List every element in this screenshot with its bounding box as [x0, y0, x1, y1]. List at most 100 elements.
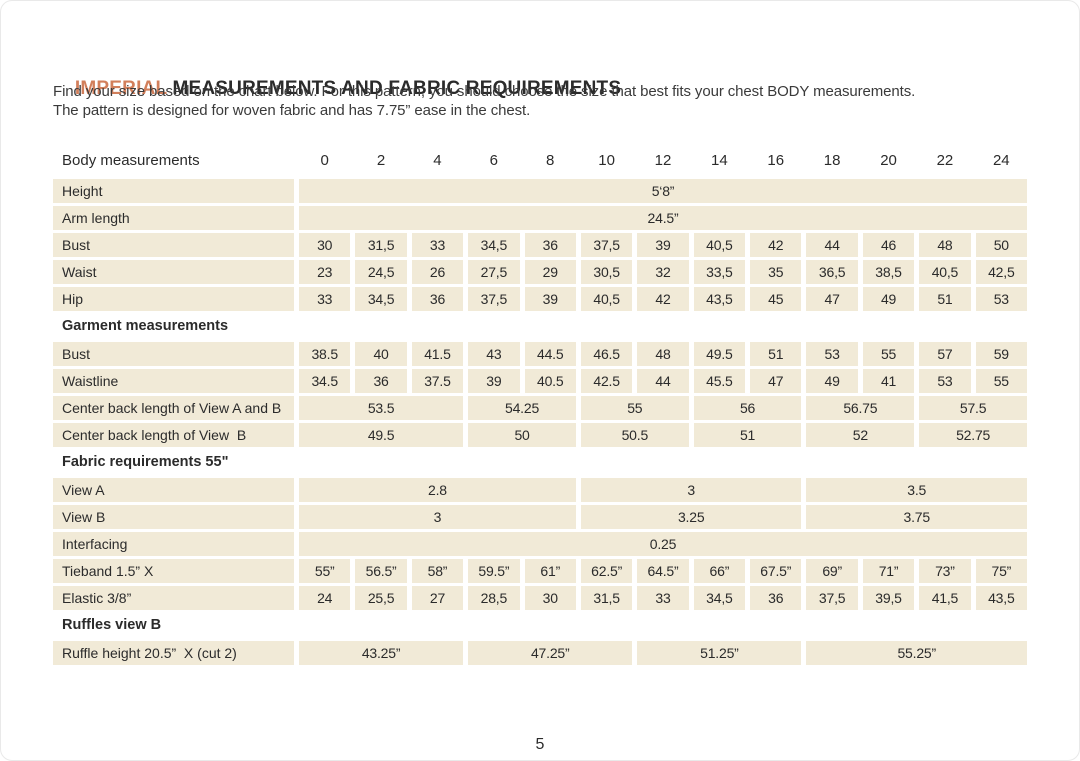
value-cell: 56.75	[806, 396, 915, 420]
page-title: IMPERIAL MEASUREMENTS AND FABRIC REQUIRE…	[53, 56, 621, 122]
value-cell: 51.25”	[637, 641, 802, 665]
size-column-header: 8	[546, 152, 555, 169]
value-cell: 3.75	[806, 505, 1027, 529]
table-row: Ruffle height 20.5” X (cut 2) 43.25” 47.25…	[53, 641, 1027, 665]
value-cell: 45	[750, 287, 802, 311]
table-row: Center back length of View B 49.5 50 50.5 51…	[53, 423, 1027, 447]
value-cell: 61”	[524, 559, 576, 583]
value-cell: 37,5	[468, 287, 520, 311]
value-cell: 31,5	[580, 586, 633, 610]
value-cell: 51	[919, 287, 971, 311]
value-cell: 3.5	[806, 478, 1027, 502]
value-cell: 53	[806, 342, 858, 366]
value-cell: 33	[411, 233, 464, 257]
value-cell: 24.5”	[299, 206, 1027, 230]
value-cell: 59	[975, 342, 1027, 366]
value-cell: 53	[919, 369, 971, 393]
value-cell: 47	[806, 287, 858, 311]
section-label: Garment measurements	[62, 318, 229, 334]
value-cell: 30,5	[580, 260, 633, 284]
value-cell: 50	[468, 423, 576, 447]
value-cell: 51	[750, 342, 802, 366]
size-column-header: 24	[992, 152, 1010, 169]
value-cell: 36	[524, 233, 576, 257]
value-cell: 50.5	[580, 423, 689, 447]
value-cell: 36	[355, 369, 407, 393]
value-cell: 59.5”	[468, 559, 520, 583]
value-cell: 35	[750, 260, 802, 284]
row-label: Bust	[53, 342, 294, 366]
value-cell: 52	[806, 423, 915, 447]
row-label: Center back length of View B	[53, 423, 294, 447]
value-cell: 39,5	[862, 586, 915, 610]
value-cell: 48	[637, 342, 689, 366]
value-cell: 57	[919, 342, 971, 366]
intro-line-1: Find your size based on the chart below.…	[53, 83, 916, 100]
row-label: Hip	[53, 287, 294, 311]
table-row: View A 2.8 3 3.5	[53, 478, 1027, 502]
value-cell: 34,5	[355, 287, 407, 311]
table-row: Waist 23 24,5 26 27,5 29 30,5 32 33,5 35 36,5 38,5 4…	[53, 260, 1027, 284]
value-cell: 42	[750, 233, 802, 257]
value-cell: 37,5	[806, 586, 858, 610]
value-cell: 62.5”	[580, 559, 633, 583]
table-row: Center back length of View A and B 53.5 54…	[53, 396, 1027, 420]
value-cell: 2.8	[299, 478, 576, 502]
value-cell: 43,5	[975, 586, 1027, 610]
value-cell: 41.5	[411, 342, 464, 366]
value-cell: 46	[862, 233, 915, 257]
value-cell: 36	[411, 287, 464, 311]
value-cell: 56.5”	[355, 559, 407, 583]
value-cell: 27	[411, 586, 464, 610]
row-label: View A	[53, 478, 294, 502]
value-cell: 36	[750, 586, 802, 610]
size-column-header: 22	[936, 152, 954, 169]
page-number: 5	[535, 736, 545, 753]
value-cell: 33	[299, 287, 351, 311]
table-row: Height 5‘8”	[53, 179, 1027, 203]
value-cell: 40,5	[693, 233, 746, 257]
value-cell: 29	[524, 260, 576, 284]
value-cell: 45.5	[693, 369, 746, 393]
value-cell: 55	[975, 369, 1027, 393]
table-row: Hip 33 34,5 36 37,5 39 40,5 42 43,5 45 47 49 51 53	[53, 287, 1027, 311]
value-cell: 26	[411, 260, 464, 284]
value-cell: 37.5	[411, 369, 464, 393]
title-rest: MEASUREMENTS AND FABRIC REQUIREMENTS	[166, 78, 622, 99]
value-cell: 40	[355, 342, 407, 366]
value-cell: 47	[750, 369, 802, 393]
section-label: Fabric requirements 55"	[62, 454, 229, 470]
section-header-row: Ruffles view B	[53, 615, 1027, 635]
value-cell: 38.5	[299, 342, 351, 366]
value-cell: 41,5	[919, 586, 971, 610]
section-header-row: Fabric requirements 55"	[53, 452, 1027, 472]
table-row: Waistline 34.5 36 37.5 39 40.5 42.5 44 45.5 47 49 4…	[53, 369, 1027, 393]
value-cell: 71”	[862, 559, 915, 583]
value-cell: 40,5	[580, 287, 633, 311]
value-cell: 53	[975, 287, 1027, 311]
value-cell: 34,5	[468, 233, 520, 257]
value-cell: 55”	[299, 559, 351, 583]
value-cell: 39	[524, 287, 576, 311]
size-column-header: 4	[433, 152, 442, 169]
table-row: Interfacing 0.25	[53, 532, 1027, 556]
value-cell: 73”	[919, 559, 971, 583]
size-column-header: 0	[320, 152, 329, 169]
intro-line-2: The pattern is designed for woven fabric…	[53, 102, 531, 119]
value-cell: 39	[468, 369, 520, 393]
value-cell: 42.5	[580, 369, 633, 393]
value-cell: 34,5	[693, 586, 746, 610]
table-row: Tieband 1.5” X 55” 56.5” 58” 59.5” 61” 62.5” 64…	[53, 559, 1027, 583]
title-highlight: IMPERIAL	[74, 78, 167, 99]
value-cell: 0.25	[299, 532, 1027, 556]
size-column-header: 14	[711, 152, 728, 169]
value-cell: 53.5	[299, 396, 464, 420]
value-cell: 58”	[411, 559, 464, 583]
row-label: Tieband 1.5” X	[53, 559, 294, 583]
value-cell: 52.75	[919, 423, 1027, 447]
measurement-table: Body measurements 0 2 4 6 8 10 12 14 16 18 20 22 24 He…	[53, 150, 1027, 668]
value-cell: 75”	[975, 559, 1027, 583]
value-cell: 27,5	[468, 260, 520, 284]
value-cell: 50	[975, 233, 1027, 257]
